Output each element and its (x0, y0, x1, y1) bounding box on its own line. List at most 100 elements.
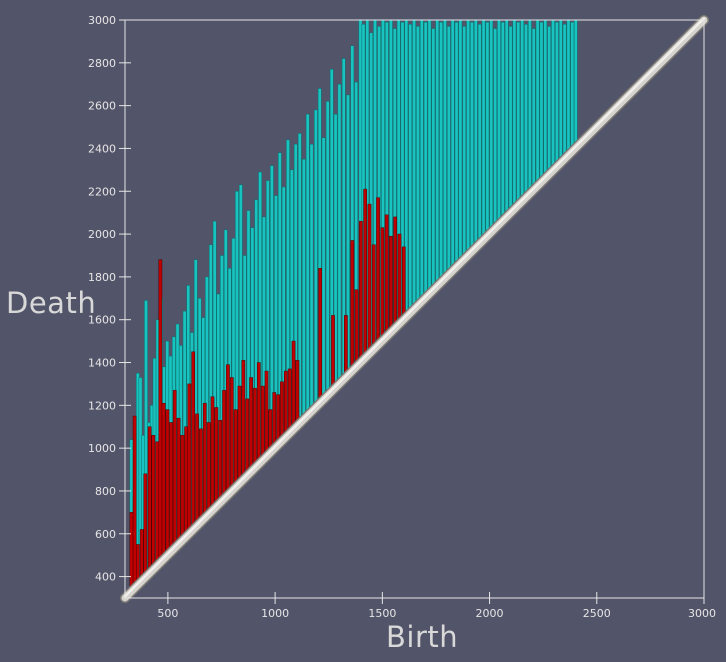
persistence-bar-dim0 (283, 370, 288, 438)
persistence-bar-dim1 (489, 19, 494, 233)
persistence-bar-dim1 (570, 21, 575, 152)
persistence-bar-dim1 (516, 21, 521, 206)
persistence-bar-dim0 (184, 426, 188, 538)
y-tick-label: 2200 (88, 185, 116, 198)
diagonal-line (121, 16, 708, 602)
y-tick-label: 2800 (88, 57, 116, 70)
persistence-bar-dim0 (161, 402, 166, 560)
x-tick-label: 1000 (261, 607, 289, 620)
y-tick-label: 800 (95, 485, 116, 498)
axes-layer: 400 600 800 1000 1200 1400 1600 1800 2000 2200 240… (88, 14, 716, 620)
diagonal-highlight (124, 17, 705, 598)
persistence-bar-dim1 (419, 19, 424, 302)
y-tick-label: 400 (95, 571, 116, 584)
x-axis-title: Birth (386, 620, 459, 654)
persistence-bar-dim1 (321, 137, 326, 401)
persistence-bar-dim0 (132, 415, 137, 589)
persistence-bar-dim0 (206, 422, 211, 515)
persistence-bar-dim0 (172, 390, 177, 549)
x-tick-label: 1500 (368, 607, 396, 620)
persistence-bar-dim0 (129, 512, 134, 592)
persistence-bar-dim1 (412, 19, 416, 310)
y-tick-label: 1600 (88, 314, 116, 327)
y-tick-label: 2400 (88, 142, 116, 155)
y-tick-label: 1400 (88, 357, 116, 370)
persistence-bar-dim0 (376, 197, 380, 346)
persistence-bar-dim1 (309, 143, 314, 412)
persistence-bar-dim0 (393, 216, 398, 329)
persistence-bar-dim0 (195, 413, 199, 527)
persistence-bar-dim1 (446, 26, 451, 276)
persistence-bar-dim0 (222, 390, 226, 500)
x-tick-label: 2000 (476, 607, 504, 620)
persistence-bar-dim1 (555, 21, 559, 168)
persistence-bar-dim0 (155, 441, 160, 567)
persistence-bar-dim1 (470, 21, 474, 252)
x-tick-label: 500 (157, 607, 178, 620)
persistence-bar-dim0 (272, 392, 277, 450)
persistence-bar-dim0 (187, 383, 192, 535)
persistence-bar-dim1 (558, 19, 563, 164)
persistence-bar-dim1 (539, 21, 544, 183)
y-axis-title: Death (6, 286, 97, 320)
y-tick-label: 3000 (88, 14, 116, 27)
persistence-bar-dim0 (233, 409, 238, 488)
persistence-bar-dim1 (431, 28, 436, 291)
persistence-bar-dim0 (264, 370, 269, 457)
persistence-bar-dim0 (176, 417, 181, 545)
persistence-bar-dim1 (497, 19, 501, 225)
persistence-bar-dim1 (427, 19, 432, 295)
persistence-bar-dim0 (214, 407, 219, 508)
persistence-bar-dim0 (287, 368, 292, 434)
persistence-bar-dim0 (151, 435, 156, 570)
persistence-bar-dim0 (380, 227, 385, 342)
persistence-bar-dim1 (566, 19, 571, 156)
persistence-bar-dim1 (520, 19, 524, 202)
persistence-bar-dim1 (408, 24, 413, 314)
persistence-bar-dim1 (508, 26, 513, 214)
persistence-bar-dim0 (253, 387, 257, 469)
persistence-bar-dim0 (367, 203, 372, 355)
persistence-bar-dim1 (512, 19, 517, 210)
y-tick-label: 600 (95, 528, 116, 541)
persistence-bar-dim1 (477, 24, 482, 245)
bars-layer (129, 19, 578, 592)
persistence-bar-dim1 (450, 19, 455, 272)
persistence-bar-dim1 (443, 19, 447, 279)
persistence-bar-dim0 (165, 409, 170, 556)
persistence-bar-dim0 (210, 396, 215, 511)
persistence-bar-dim0 (344, 315, 348, 378)
persistence-bar-dim0 (147, 426, 152, 574)
persistence-bar-dim0 (291, 340, 296, 430)
persistence-bar-dim1 (531, 28, 536, 191)
persistence-bar-dim1 (302, 158, 306, 420)
persistence-bar-dim1 (504, 19, 509, 218)
persistence-bar-dim0 (226, 364, 230, 496)
persistence-bar-dim0 (318, 268, 322, 404)
persistence-bar-dim1 (543, 19, 548, 179)
y-tick-label: 1200 (88, 399, 116, 412)
persistence-bar-dim0 (397, 233, 402, 325)
x-tick-label: 2500 (583, 607, 611, 620)
persistence-bar-dim1 (524, 24, 528, 198)
persistence-bar-dim1 (473, 19, 478, 249)
y-tick-label: 1800 (88, 271, 116, 284)
persistence-bar-dim1 (454, 21, 459, 268)
persistence-bar-dim0 (169, 422, 173, 553)
persistence-bar-dim0 (218, 420, 223, 504)
persistence-bar-dim0 (256, 362, 261, 465)
persistence-bar-dim1 (535, 19, 540, 187)
persistence-bar-dim1 (485, 21, 490, 237)
persistence-bar-dim0 (191, 351, 196, 531)
plot-frame (124, 19, 705, 599)
y-tick-label: 2000 (88, 228, 116, 241)
persistence-bar-dim1 (423, 21, 428, 299)
y-tick-label: 2600 (88, 100, 116, 113)
persistence-bar-dim0 (401, 246, 406, 320)
persistence-bar-dim1 (562, 24, 567, 160)
persistence-bar-dim1 (573, 19, 578, 149)
persistence-bar-dim1 (493, 28, 497, 229)
persistence-bar-dim0 (143, 473, 148, 578)
